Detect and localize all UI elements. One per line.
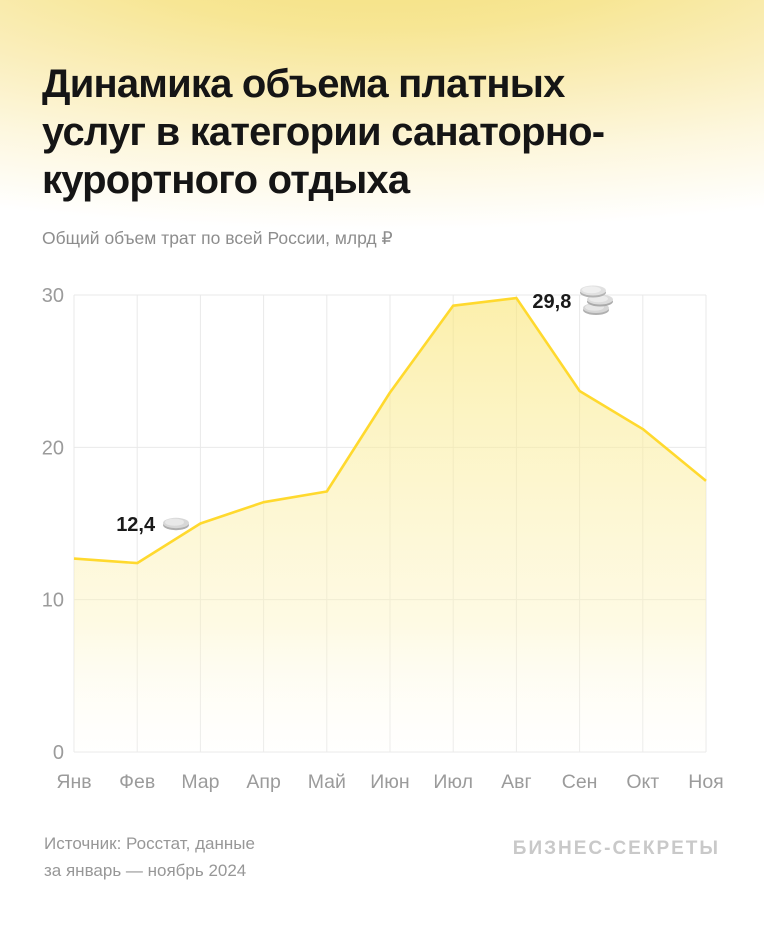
page-title-line-2: услуг в категории санаторно- <box>42 110 605 154</box>
y-axis-label: 10 <box>42 590 64 612</box>
header: Динамика объема платных услуг в категори… <box>42 60 732 204</box>
chart-canvas: 0 10 20 30 Янв Фев Мар Апр Май Июн Июл Авг Сен Окт Ноя <box>42 285 724 793</box>
top-yellow-gradient <box>0 0 764 250</box>
x-axis-label: Сен <box>562 771 598 793</box>
x-axis-label: Янв <box>56 771 91 793</box>
page-title: Динамика объема платных услуг в категори… <box>42 60 732 204</box>
brand-logo: БИЗНЕС-СЕКРЕТЫ <box>512 838 720 859</box>
source-note-line-1: Источник: Росстат, данные <box>44 834 255 853</box>
x-axis-label: Авг <box>501 771 531 793</box>
data-line <box>73 296 707 565</box>
annotation-august: 29,8 <box>532 282 616 322</box>
chart-subtitle: Общий объем трат по всей России, млрд ₽ <box>42 228 393 248</box>
source-note: Источник: Росстат, данные за январь — но… <box>44 830 255 884</box>
annotation-august-value: 29,8 <box>532 290 572 313</box>
annotation-february: 12,4 <box>116 514 190 537</box>
x-axis-label: Апр <box>246 771 281 793</box>
coin-stack-icon <box>578 282 616 322</box>
area-fill <box>74 298 706 752</box>
x-axis-label: Мар <box>181 771 219 793</box>
source-note-line-2: за январь — ноябрь 2024 <box>44 861 247 880</box>
x-axis-label: Фев <box>119 771 155 793</box>
page-title-line-1: Динамика объема платных <box>42 62 565 106</box>
x-axis-label: Окт <box>626 771 659 793</box>
x-axis-label: Ноя <box>688 771 724 793</box>
y-axis-label: 20 <box>42 437 64 459</box>
annotation-february-value: 12,4 <box>116 514 156 537</box>
x-axis-label: Июл <box>433 771 473 793</box>
y-axis-label: 30 <box>42 285 64 307</box>
x-axis-label: Май <box>308 771 346 793</box>
page-title-line-3: курортного отдыха <box>42 158 410 202</box>
x-axis-label: Июн <box>370 771 409 793</box>
y-axis-label: 0 <box>53 742 64 764</box>
spending-area-chart: 0 10 20 30 Янв Фев Мар Апр Май Июн Июл Авг Сен Окт Ноя… <box>0 280 764 810</box>
coin-single-icon <box>162 514 190 537</box>
